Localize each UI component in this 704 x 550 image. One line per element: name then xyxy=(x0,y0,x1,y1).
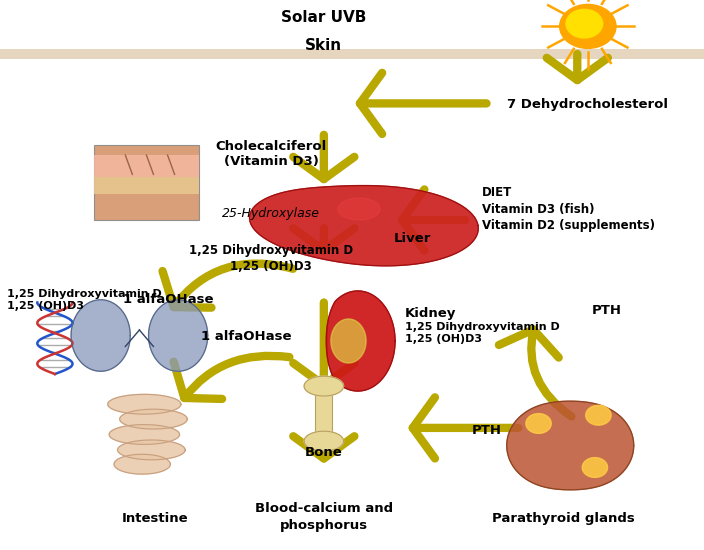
Polygon shape xyxy=(586,405,611,425)
Text: PTH: PTH xyxy=(591,304,622,317)
Polygon shape xyxy=(326,291,395,391)
Polygon shape xyxy=(109,425,180,444)
Circle shape xyxy=(560,4,616,48)
Polygon shape xyxy=(249,185,478,266)
Text: 1,25 Dihydroxyvitamin D
1,25 (OH)D3: 1,25 Dihydroxyvitamin D 1,25 (OH)D3 xyxy=(405,322,560,344)
Text: Skin: Skin xyxy=(306,37,342,53)
Text: Intestine: Intestine xyxy=(122,512,188,525)
Polygon shape xyxy=(304,376,344,396)
Text: Bone: Bone xyxy=(305,446,343,459)
Polygon shape xyxy=(71,300,130,371)
FancyBboxPatch shape xyxy=(315,387,332,440)
Polygon shape xyxy=(304,431,344,451)
Polygon shape xyxy=(120,409,187,429)
Polygon shape xyxy=(114,454,170,474)
Text: Blood-calcium and
phosphorus: Blood-calcium and phosphorus xyxy=(255,503,393,531)
Text: 1,25 Dihydroxyvitamin D
1,25 (OH)D3: 1,25 Dihydroxyvitamin D 1,25 (OH)D3 xyxy=(189,244,353,273)
Text: Liver: Liver xyxy=(394,232,432,245)
Text: 1,25 Dihydroxyvitamin D
1,25 (OH)D3: 1,25 Dihydroxyvitamin D 1,25 (OH)D3 xyxy=(7,289,162,311)
Circle shape xyxy=(566,9,603,38)
Text: Solar UVB: Solar UVB xyxy=(281,10,367,25)
FancyBboxPatch shape xyxy=(0,49,704,59)
Polygon shape xyxy=(118,440,185,460)
Polygon shape xyxy=(149,300,208,371)
Text: Cholecalciferol
(Vitamin D3): Cholecalciferol (Vitamin D3) xyxy=(215,140,327,168)
FancyBboxPatch shape xyxy=(94,177,199,194)
Polygon shape xyxy=(507,401,634,490)
Polygon shape xyxy=(582,458,608,477)
Polygon shape xyxy=(526,414,551,433)
FancyBboxPatch shape xyxy=(94,155,199,177)
FancyBboxPatch shape xyxy=(94,145,199,220)
Polygon shape xyxy=(338,198,380,220)
Polygon shape xyxy=(331,319,366,363)
Text: Parathyroid glands: Parathyroid glands xyxy=(492,512,634,525)
Polygon shape xyxy=(108,394,181,414)
Text: 1 alfaOHase: 1 alfaOHase xyxy=(201,330,291,343)
Text: 7 Dehydrocholesterol: 7 Dehydrocholesterol xyxy=(507,98,668,111)
Text: PTH: PTH xyxy=(472,424,502,437)
Text: DIET
Vitamin D3 (fish)
Vitamin D2 (supplements): DIET Vitamin D3 (fish) Vitamin D2 (suppl… xyxy=(482,186,655,232)
Text: 1 alfaOHase: 1 alfaOHase xyxy=(123,293,214,306)
Text: 25-Hydroxylase: 25-Hydroxylase xyxy=(222,207,320,220)
Text: Kidney: Kidney xyxy=(405,307,456,320)
